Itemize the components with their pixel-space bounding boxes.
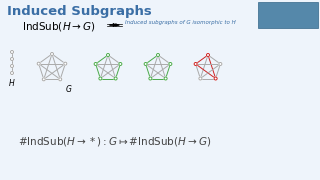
- Circle shape: [214, 77, 217, 80]
- Circle shape: [199, 77, 202, 80]
- Circle shape: [219, 62, 222, 66]
- Circle shape: [11, 51, 13, 53]
- Circle shape: [94, 62, 97, 66]
- Circle shape: [107, 53, 109, 57]
- Text: $G$: $G$: [65, 83, 73, 94]
- Circle shape: [99, 77, 102, 80]
- Circle shape: [11, 57, 13, 60]
- Circle shape: [194, 62, 197, 66]
- Text: Induced subgraphs of G isomorphic to H: Induced subgraphs of G isomorphic to H: [125, 20, 236, 25]
- Circle shape: [119, 62, 122, 66]
- Circle shape: [149, 77, 152, 80]
- Circle shape: [144, 62, 147, 66]
- Circle shape: [206, 53, 210, 57]
- Circle shape: [11, 64, 13, 68]
- Circle shape: [164, 77, 167, 80]
- Text: $\#\mathsf{IndSub}(H \rightarrow *) : G \mapsto \#\mathsf{IndSub}(H \rightarrow : $\#\mathsf{IndSub}(H \rightarrow *) : G …: [18, 135, 211, 148]
- Circle shape: [51, 53, 53, 55]
- Circle shape: [169, 62, 172, 66]
- Circle shape: [37, 62, 40, 65]
- Text: Induced Subgraphs: Induced Subgraphs: [7, 5, 152, 18]
- Circle shape: [11, 71, 13, 75]
- FancyBboxPatch shape: [258, 2, 318, 28]
- Text: $H$: $H$: [8, 77, 16, 88]
- Circle shape: [114, 77, 117, 80]
- Text: $\mathsf{IndSub}(H \rightarrow G)$: $\mathsf{IndSub}(H \rightarrow G)$: [22, 20, 96, 33]
- Circle shape: [156, 53, 159, 57]
- Circle shape: [59, 78, 62, 81]
- Circle shape: [42, 78, 45, 81]
- Circle shape: [64, 62, 67, 65]
